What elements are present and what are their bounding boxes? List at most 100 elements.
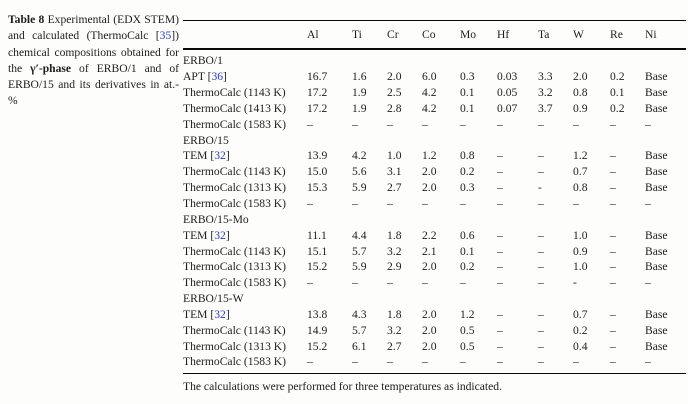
- value-cell: 0.1: [460, 86, 475, 100]
- value-cell: –: [538, 307, 544, 321]
- caption-text-segment: Experimental (EDX STEM) and calculated (…: [8, 13, 179, 43]
- value-cell: 2.2: [422, 228, 437, 242]
- value-cell: Base: [645, 86, 668, 100]
- value-cell: Base: [645, 149, 668, 163]
- column-header-co: Co: [422, 28, 436, 41]
- value-cell: –: [422, 355, 428, 369]
- table-row: ThermoCalc (1583 K) – – – – – – – – – –: [183, 354, 686, 370]
- column-header-mo: Mo: [460, 28, 477, 41]
- value-cell: –: [610, 149, 616, 163]
- value-cell: –: [610, 165, 616, 179]
- table-row: TEM [32] 13.9 4.2 1.0 1.2 0.8 – – 1.2 – Base: [183, 148, 686, 164]
- value-cell: 5.9: [352, 181, 367, 195]
- value-cell: 5.6: [352, 165, 367, 179]
- value-cell: –: [307, 276, 313, 290]
- value-cell: 0.2: [573, 323, 588, 337]
- value-cell: –: [610, 355, 616, 369]
- table-row: ThermoCalc (1583 K) – – – – – – – – – –: [183, 116, 686, 132]
- value-cell: –: [610, 323, 616, 337]
- value-cell: 6.1: [352, 339, 367, 353]
- value-cell: –: [497, 323, 503, 337]
- row-label: ThermoCalc (1313 K): [183, 260, 287, 274]
- table-row: ThermoCalc (1143 K) 15.1 5.7 3.2 2.1 0.1 – – 0.9…: [183, 243, 686, 259]
- row-label: ThermoCalc (1143 K): [183, 323, 286, 337]
- value-cell: Base: [645, 165, 668, 179]
- citation-link[interactable]: 32: [214, 149, 226, 163]
- caption-text-segment: ]) chemical compositions obtained for th…: [8, 29, 179, 75]
- citation-link[interactable]: 36: [211, 70, 224, 84]
- table-row: ThermoCalc (1413 K) 17.2 1.9 2.8 4.2 0.1 0.07 3…: [183, 101, 686, 117]
- value-cell: –: [538, 149, 544, 163]
- value-cell: –: [352, 276, 358, 290]
- value-cell: 2.5: [387, 86, 402, 100]
- row-label: ERBO/15-W: [183, 292, 244, 306]
- value-cell: –: [460, 197, 466, 211]
- row-label: ThermoCalc (1143 K): [183, 86, 286, 100]
- row-label: TEM [32]: [183, 228, 230, 242]
- value-cell: 0.2: [460, 260, 475, 274]
- table-row: ThermoCalc (1313 K) 15.2 6.1 2.7 2.0 0.5 – – 0.4…: [183, 338, 686, 354]
- value-cell: 1.8: [387, 307, 402, 321]
- value-cell: 2.0: [422, 323, 437, 337]
- citation-link[interactable]: 32: [214, 228, 226, 242]
- value-cell: Base: [645, 101, 668, 115]
- value-cell: 2.0: [387, 70, 402, 84]
- value-cell: –: [307, 117, 313, 131]
- value-cell: 6.0: [422, 70, 437, 84]
- value-cell: 5.9: [352, 260, 367, 274]
- value-cell: 1.8: [387, 228, 402, 242]
- value-cell: 15.0: [307, 165, 328, 179]
- value-cell: Base: [645, 339, 668, 353]
- value-cell: –: [645, 276, 651, 290]
- value-cell: –: [538, 244, 544, 258]
- column-header-ti: Ti: [352, 28, 362, 41]
- section-header-row: ERBO/15-W: [183, 291, 686, 307]
- value-cell: 1.2: [573, 149, 588, 163]
- value-cell: 4.3: [352, 307, 367, 321]
- value-cell: –: [538, 339, 544, 353]
- value-cell: Base: [645, 323, 668, 337]
- value-cell: 1.0: [573, 228, 588, 242]
- citation-link[interactable]: 32: [214, 307, 226, 321]
- value-cell: –: [538, 260, 544, 274]
- value-cell: –: [497, 339, 503, 353]
- value-cell: 0.1: [460, 101, 475, 115]
- value-cell: –: [538, 323, 544, 337]
- value-cell: –: [610, 244, 616, 258]
- value-cell: 0.2: [610, 70, 625, 84]
- value-cell: 0.9: [573, 101, 588, 115]
- table-caption: Table 8 Experimental (EDX STEM) and calc…: [8, 12, 179, 110]
- row-label: ThermoCalc (1143 K): [183, 244, 286, 258]
- value-cell: Base: [645, 70, 668, 84]
- value-cell: 2.1: [422, 244, 437, 258]
- table-caption-text: Experimental (EDX STEM) and calculated (…: [8, 13, 179, 107]
- column-header-hf: Hf: [497, 28, 510, 41]
- table-row: ThermoCalc (1143 K) 15.0 5.6 3.1 2.0 0.2 – – 0.7…: [183, 164, 686, 180]
- value-cell: 15.3: [307, 181, 328, 195]
- table-row: ThermoCalc (1583 K) – – – – – – – – – –: [183, 196, 686, 212]
- value-cell: –: [573, 197, 579, 211]
- value-cell: 2.0: [422, 260, 437, 274]
- value-cell: –: [610, 339, 616, 353]
- value-cell: 0.1: [460, 244, 475, 258]
- value-cell: 0.7: [573, 165, 588, 179]
- value-cell: 0.3: [460, 70, 475, 84]
- value-cell: –: [387, 197, 393, 211]
- caption-citation-link[interactable]: 35: [159, 29, 172, 43]
- value-cell: –: [460, 355, 466, 369]
- value-cell: Base: [645, 260, 668, 274]
- value-cell: 0.8: [573, 86, 588, 100]
- value-cell: –: [538, 117, 544, 131]
- value-cell: –: [497, 355, 503, 369]
- value-cell: 0.1: [610, 86, 625, 100]
- row-label: ThermoCalc (1313 K): [183, 339, 287, 353]
- value-cell: –: [497, 197, 503, 211]
- value-cell: 0.2: [610, 101, 625, 115]
- value-cell: 4.4: [352, 228, 367, 242]
- value-cell: 2.0: [422, 307, 437, 321]
- table-row: TEM [32] 11.1 4.4 1.8 2.2 0.6 – – 1.0 – Base: [183, 227, 686, 243]
- value-cell: 0.6: [460, 228, 475, 242]
- value-cell: –: [538, 165, 544, 179]
- value-cell: 15.2: [307, 260, 328, 274]
- row-label: ThermoCalc (1313 K): [183, 181, 287, 195]
